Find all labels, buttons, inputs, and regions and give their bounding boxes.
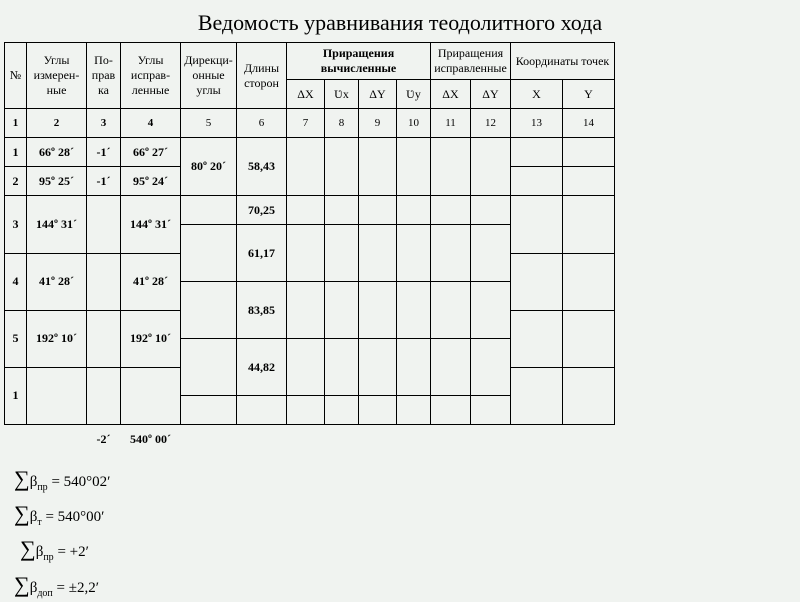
hdr-coord: Координаты точек	[511, 43, 615, 80]
colnum: 9	[359, 109, 397, 138]
hdr-dx2: ΔX	[431, 80, 471, 109]
hdr-uy: Ʋy	[397, 80, 431, 109]
hdr-corr: По-прав ка	[87, 43, 121, 109]
hdr-ux: Ʋx	[325, 80, 359, 109]
cell-len: 61,17	[237, 225, 287, 282]
cell-meas	[27, 367, 87, 425]
sum-row: -2´ 540º 00´	[5, 425, 615, 454]
cell-corr	[87, 310, 121, 367]
cell-fixed: 192º 10´	[121, 310, 181, 367]
cell-meas: 192º 10´	[27, 310, 87, 367]
cell-meas: 41º 28´	[27, 253, 87, 310]
colnum: 10	[397, 109, 431, 138]
colnum: 3	[87, 109, 121, 138]
hdr-len: Длины сторон	[237, 43, 287, 109]
table-row: 3 144º 31´ 144º 31´ 70,25	[5, 196, 615, 225]
sum-corr: -2´	[87, 425, 121, 454]
cell-fixed	[121, 367, 181, 425]
hdr-dy: ΔY	[359, 80, 397, 109]
cell-n: 3	[5, 196, 27, 254]
hdr-corr2: Приращения исправленные	[431, 43, 511, 80]
colnum: 7	[287, 109, 325, 138]
main-table: № Углы измерен-ные По-прав ка Углы испра…	[4, 42, 615, 453]
sum-fixed: 540º 00´	[121, 425, 181, 454]
cell-dir: 80º 20´	[181, 138, 237, 196]
hdr-calc: Приращения вычисленные	[287, 43, 431, 80]
colnum: 13	[511, 109, 563, 138]
cell-len: 44,82	[237, 339, 287, 396]
colnum: 5	[181, 109, 237, 138]
cell-corr	[87, 253, 121, 310]
table-row: 1 66º 28´ -1´ 66º 27´ 80º 20´ 58,43	[5, 138, 615, 167]
cell-meas: 95º 25´	[27, 167, 87, 196]
colnum: 14	[563, 109, 615, 138]
colnum: 1	[5, 109, 27, 138]
cell-fixed: 66º 27´	[121, 138, 181, 167]
cell-corr: -1´	[87, 138, 121, 167]
cell-fixed: 95º 24´	[121, 167, 181, 196]
cell-len: 58,43	[237, 138, 287, 196]
colnum: 8	[325, 109, 359, 138]
page-title: Ведомость уравнивания теодолитного хода	[0, 0, 800, 42]
cell-meas: 144º 31´	[27, 196, 87, 254]
hdr-meas: Углы измерен-ные	[27, 43, 87, 109]
hdr-x: X	[511, 80, 563, 109]
hdr-y: Y	[563, 80, 615, 109]
cell-len: 70,25	[237, 196, 287, 225]
colnum: 12	[471, 109, 511, 138]
colnum: 2	[27, 109, 87, 138]
colnum: 11	[431, 109, 471, 138]
hdr-num: №	[5, 43, 27, 109]
cell-n: 2	[5, 167, 27, 196]
cell-fixed: 41º 28´	[121, 253, 181, 310]
hdr-fixed: Углы исправ-ленные	[121, 43, 181, 109]
hdr-dir: Дирекци-онные углы	[181, 43, 237, 109]
formulas: ∑βпр = 540°02′ ∑βт = 540°00′ ∑βпр = +2′ …	[14, 461, 800, 602]
cell-corr	[87, 196, 121, 254]
cell-n: 5	[5, 310, 27, 367]
cell-n: 1	[5, 367, 27, 425]
colnum: 6	[237, 109, 287, 138]
cell-n: 1	[5, 138, 27, 167]
cell-fixed: 144º 31´	[121, 196, 181, 254]
cell-corr: -1´	[87, 167, 121, 196]
cell-n: 4	[5, 253, 27, 310]
cell-meas: 66º 28´	[27, 138, 87, 167]
hdr-dx: ΔX	[287, 80, 325, 109]
cell-len: 83,85	[237, 282, 287, 339]
hdr-dy2: ΔY	[471, 80, 511, 109]
colnum: 4	[121, 109, 181, 138]
cell-corr	[87, 367, 121, 425]
